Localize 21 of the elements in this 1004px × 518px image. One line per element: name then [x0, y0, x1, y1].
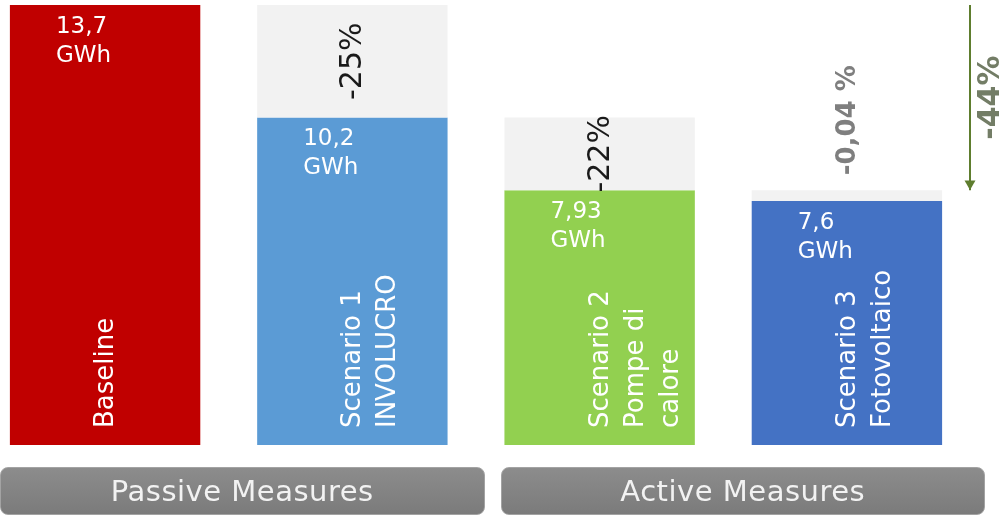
annotation: -25%	[333, 22, 369, 100]
bar	[257, 5, 448, 118]
bar	[257, 117, 448, 445]
data-label: 10,2 GWh	[303, 124, 359, 180]
bar	[504, 190, 695, 445]
x-tick-label: Scenario 1 INVOLUCRO	[336, 274, 402, 428]
x-tick-label: Baseline	[89, 317, 120, 428]
annotation: -44%	[971, 55, 1004, 140]
banner: Active Measures	[500, 467, 985, 515]
x-tick-label: Scenario 2 Pompe di calore	[583, 290, 684, 428]
banner: Passive Measures	[0, 467, 485, 515]
bar	[504, 117, 695, 191]
bar	[9, 5, 201, 445]
data-label: 7,93 GWh	[550, 197, 606, 253]
annotation: -0,04 %	[830, 65, 861, 176]
bar	[751, 200, 943, 445]
data-label: 7,6 GWh	[797, 207, 853, 263]
x-tick-label: Scenario 3 Fotovoltaico	[830, 269, 896, 428]
data-label: 13,7 GWh	[55, 12, 112, 67]
annotation: -22%	[580, 115, 616, 193]
bar	[751, 190, 943, 201]
